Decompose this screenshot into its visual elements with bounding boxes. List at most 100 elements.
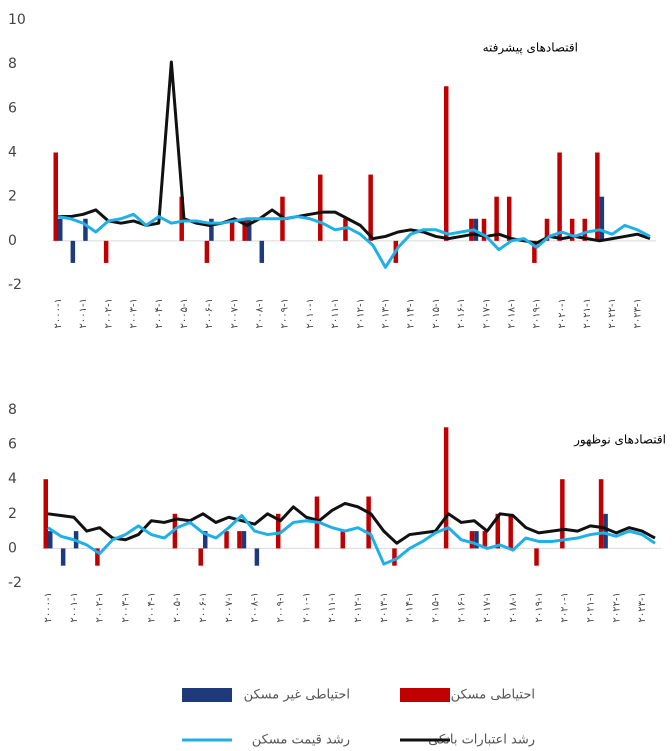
x-tick-label: ۲۰۱۹-۱ (532, 298, 543, 328)
bar (198, 548, 203, 565)
bar (260, 241, 265, 263)
y-tick-label: 4 (8, 471, 17, 487)
bar (205, 241, 210, 263)
x-tick-label: ۲۰۱۲-۱ (353, 592, 364, 622)
bar (54, 153, 59, 241)
x-tick-label: ۲۰۱۸-۱ (508, 592, 519, 622)
y-tick-label: 8 (8, 56, 17, 72)
x-tick-label: ۲۰۲۲-۱ (607, 298, 618, 328)
x-tick-label: ۲۰۱۷-۱ (481, 298, 492, 328)
x-tick-label: ۲۰۰۶-۱ (198, 592, 209, 622)
x-tick-label: ۲۰۰۸-۱ (250, 592, 261, 622)
x-tick-label: ۲۰۰۵-۱ (172, 592, 183, 622)
legend-label: احتیاطی مسکن (451, 688, 535, 703)
bar (61, 548, 66, 565)
x-tick-label: ۲۰۰۲-۱ (95, 592, 106, 622)
chart-title: اقتصادهای پیشرفته (483, 41, 578, 55)
x-tick-label: ۲۰۰۲-۱ (103, 298, 114, 328)
x-tick-label: ۲۰۱۲-۱ (355, 298, 366, 328)
bar (104, 241, 109, 263)
x-tick-label: ۲۰۰۷-۱ (224, 592, 235, 622)
x-tick-label: ۲۰۱۳-۱ (380, 298, 391, 328)
bar (470, 531, 475, 548)
x-tick-label: ۲۰۰۶-۱ (204, 298, 215, 328)
y-tick-label: 2 (8, 189, 17, 205)
bar (603, 514, 608, 549)
y-tick-label: 6 (8, 437, 17, 453)
x-tick-label: ۲۰۱۴-۱ (405, 592, 416, 622)
x-tick-label: ۲۰۲۳-۱ (637, 592, 648, 622)
x-tick-label: ۲۰۲۰-۱ (560, 592, 571, 622)
y-tick-label: 0 (8, 233, 17, 249)
bar (599, 479, 604, 548)
bar (392, 548, 397, 565)
x-tick-label: ۲۰۱۷-۱ (482, 592, 493, 622)
x-tick-label: ۲۰۲۳-۱ (632, 298, 643, 328)
bar (366, 497, 371, 549)
bar (237, 531, 242, 548)
x-tick-label: ۲۰۱۳-۱ (379, 592, 390, 622)
x-tick-label: ۲۰۱۱-۱ (327, 592, 338, 622)
bar (71, 241, 76, 263)
bar (507, 197, 512, 241)
bar (48, 531, 53, 548)
bar (560, 479, 565, 548)
legend-swatch (182, 688, 232, 702)
bar (534, 548, 539, 565)
bar (595, 153, 600, 241)
x-tick-label: ۲۰۰۷-۱ (229, 298, 240, 328)
bar (444, 86, 449, 241)
x-tick-label: ۲۰۰۵-۱ (179, 298, 190, 328)
y-tick-label: -2 (8, 277, 22, 293)
bar (600, 197, 605, 241)
x-tick-label: ۲۰۱۰-۱ (305, 298, 316, 328)
bar (341, 531, 346, 548)
x-tick-label: ۲۰۰۸-۱ (255, 298, 266, 328)
bar (557, 153, 562, 241)
legend-label: احتیاطی غیر مسکن (244, 688, 350, 703)
x-tick-label: ۲۰۱۹-۱ (534, 592, 545, 622)
x-tick-label: ۲۰۱۵-۱ (431, 298, 442, 328)
bar (44, 479, 49, 548)
x-tick-label: ۲۰۱۵-۱ (430, 592, 441, 622)
bar (508, 514, 513, 549)
x-tick-label: ۲۰۰۴-۱ (146, 592, 157, 622)
bar (242, 531, 247, 548)
legend-swatch (400, 688, 450, 702)
x-tick-label: ۲۰۰۳-۱ (120, 592, 131, 622)
x-tick-label: ۲۰۰۱-۱ (78, 298, 89, 328)
x-tick-label: ۲۰۲۲-۱ (611, 592, 622, 622)
y-tick-label: 10 (8, 12, 26, 28)
x-tick-label: ۲۰۱۱-۱ (330, 298, 341, 328)
y-tick-label: -2 (8, 575, 22, 591)
x-tick-label: ۲۰۲۱-۱ (585, 592, 596, 622)
x-tick-label: ۲۰۱۶-۱ (456, 592, 467, 622)
x-tick-label: ۲۰۰۰-۱ (53, 298, 64, 328)
y-tick-label: 4 (8, 145, 17, 161)
x-tick-label: ۲۰۲۱-۱ (582, 298, 593, 328)
x-tick-label: ۲۰۰۹-۱ (280, 298, 291, 328)
x-tick-label: ۲۰۱۸-۱ (506, 298, 517, 328)
x-tick-label: ۲۰۰۳-۱ (129, 298, 140, 328)
y-tick-label: 8 (8, 402, 17, 418)
x-tick-label: ۲۰۰۱-۱ (69, 592, 80, 622)
x-tick-label: ۲۰۰۴-۱ (154, 298, 165, 328)
x-tick-label: ۲۰۰۹-۱ (275, 592, 286, 622)
bar (255, 548, 260, 565)
bar (58, 219, 63, 241)
x-tick-label: ۲۰۱۴-۱ (406, 298, 417, 328)
y-tick-label: 0 (8, 540, 17, 556)
bar (224, 531, 229, 548)
y-tick-label: 6 (8, 100, 17, 116)
chart-title: اقتصادهای نوظهور (573, 433, 666, 447)
legend-label: رشد قیمت مسکن (252, 733, 350, 748)
bar (318, 175, 323, 241)
x-tick-label: ۲۰۲۰-۱ (557, 298, 568, 328)
y-tick-label: 2 (8, 506, 17, 522)
x-tick-label: ۲۰۱۶-۱ (456, 298, 467, 328)
chart: اقتصادهای پیشرفته اقتصادهای نوظهور -2 0 2 4… (0, 0, 672, 751)
x-tick-label: ۲۰۱۰-۱ (301, 592, 312, 622)
x-tick-label: ۲۰۰۰-۱ (43, 592, 54, 622)
bar (343, 219, 348, 241)
bar (368, 175, 373, 241)
